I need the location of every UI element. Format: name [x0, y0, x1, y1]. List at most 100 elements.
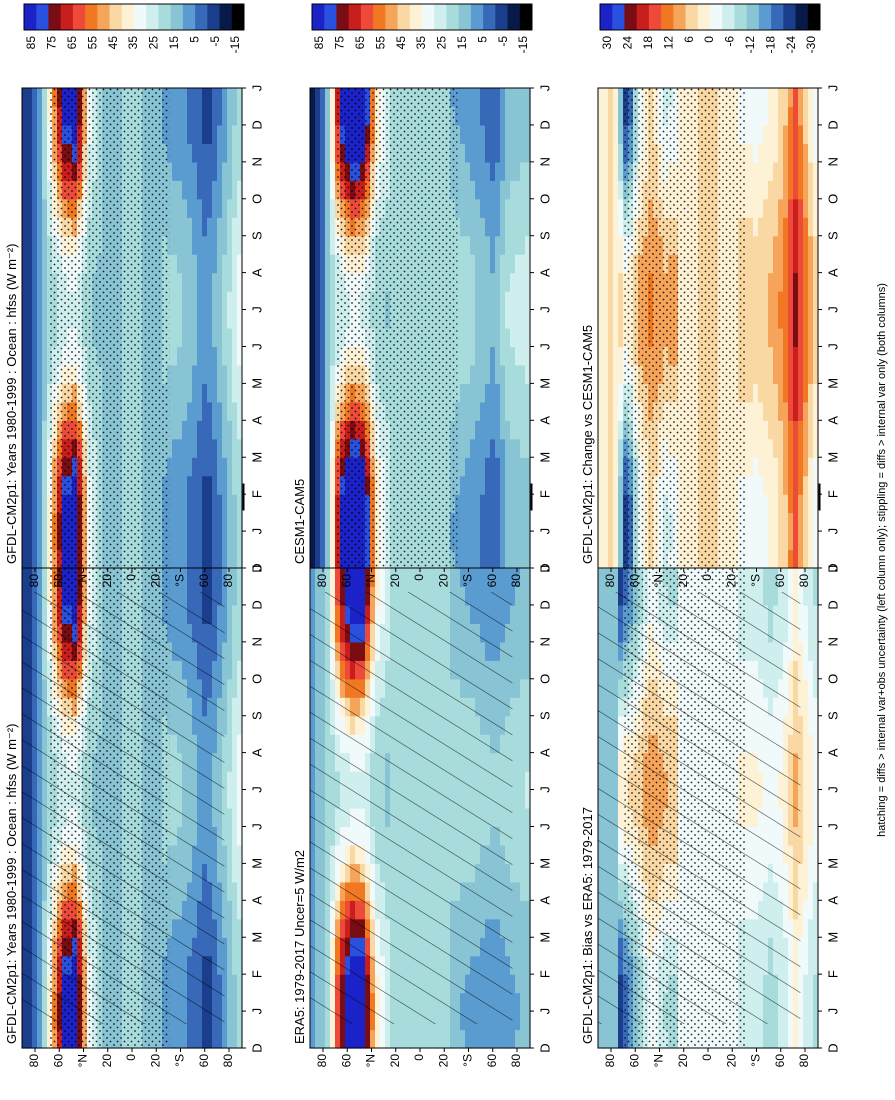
heatmap-cell [42, 217, 48, 237]
heatmap-cell [525, 697, 531, 717]
colorbar-swatch [385, 4, 399, 30]
heatmap-cell [315, 438, 321, 458]
heatmap-cell [227, 992, 233, 1012]
heatmap-cell [525, 586, 531, 606]
heatmap-cell [365, 1029, 371, 1049]
heatmap-cell [37, 254, 43, 274]
heatmap-cell [177, 124, 183, 144]
heatmap-cell [400, 1029, 406, 1049]
heatmap-cell [450, 568, 456, 588]
heatmap-cell [197, 475, 203, 495]
heatmap-cell [182, 1029, 188, 1049]
heatmap-cell [345, 1029, 351, 1049]
heatmap-cell [510, 420, 516, 440]
heatmap-cell [598, 568, 604, 588]
month-tick-label: N [249, 157, 264, 166]
heatmap-cell [510, 974, 516, 994]
heatmap-cell [490, 364, 496, 384]
heatmap-cell [202, 106, 208, 126]
heatmap-cell [505, 198, 511, 218]
lat-tick-label: °N [364, 1054, 378, 1067]
heatmap-cell [510, 586, 516, 606]
heatmap-cell [212, 217, 218, 237]
month-tick-label: O [537, 194, 552, 204]
heatmap-cell [192, 198, 198, 218]
heatmap-cell [515, 826, 521, 846]
heatmap-cell [470, 512, 476, 532]
heatmap-cell [222, 106, 228, 126]
heatmap-cell [325, 364, 331, 384]
heatmap-cell [330, 106, 336, 126]
heatmap-cell [177, 401, 183, 421]
heatmap-cell [495, 161, 501, 181]
heatmap-cell [460, 383, 466, 403]
heatmap-cell [500, 180, 506, 200]
heatmap-cell [490, 401, 496, 421]
heatmap-cell [207, 549, 213, 569]
heatmap-cell [212, 438, 218, 458]
heatmap-cell [187, 88, 193, 108]
heatmap-cell [525, 734, 531, 754]
heatmap-cell [212, 143, 218, 163]
heatmap-cell [470, 568, 476, 588]
month-tick-label: A [249, 416, 264, 425]
heatmap-cell [480, 88, 486, 108]
heatmap-cell [227, 623, 233, 643]
heatmap-cell [177, 1029, 183, 1049]
heatmap-cell [217, 254, 223, 274]
heatmap-cell [470, 180, 476, 200]
heatmap-cell [490, 346, 496, 366]
heatmap-cell [505, 549, 511, 569]
heatmap-cell [515, 161, 521, 181]
heatmap-cell [485, 383, 491, 403]
heatmap-cell [192, 291, 198, 311]
heatmap-cell [495, 1029, 501, 1049]
heatmap-cell [490, 309, 496, 329]
heatmap-cell [485, 512, 491, 532]
heatmap-cell [510, 937, 516, 957]
colorbar-label: 35 [126, 36, 140, 50]
heatmap-cell [515, 383, 521, 403]
colorbar-label: 45 [394, 36, 408, 50]
colorbar-swatch [507, 4, 521, 30]
heatmap-cell [505, 254, 511, 274]
lat-tick-label: 20 [148, 574, 162, 588]
heatmap-cell [207, 531, 213, 551]
heatmap-cell [167, 88, 173, 108]
heatmap-cell [490, 180, 496, 200]
heatmap-cell [470, 383, 476, 403]
heatmap-cell [515, 475, 521, 495]
heatmap-cell [37, 438, 43, 458]
heatmap-cell [232, 568, 238, 588]
heatmap-cell [182, 328, 188, 348]
heatmap-cell [485, 475, 491, 495]
heatmap-cell [320, 198, 326, 218]
colorbar-label: 55 [373, 36, 387, 50]
heatmap-cell [480, 364, 486, 384]
heatmap-cell [480, 254, 486, 274]
heatmap-cell [42, 568, 48, 588]
heatmap-cell [520, 734, 526, 754]
heatmap-cell [520, 328, 526, 348]
heatmap-cell [420, 1029, 426, 1049]
heatmap-cell [380, 1029, 386, 1049]
heatmap-cell [320, 161, 326, 181]
heatmap-cell [475, 88, 481, 108]
heatmap-cell [202, 364, 208, 384]
heatmap-cell [172, 1029, 178, 1049]
heatmap-cell [192, 272, 198, 292]
month-tick-label: A [537, 416, 552, 425]
lat-tick-label: 20 [388, 1054, 402, 1068]
heatmap-cell [325, 143, 331, 163]
heatmap-cell [510, 161, 516, 181]
heatmap-cell [315, 531, 321, 551]
heatmap-cell [237, 863, 243, 883]
heatmap-cell [510, 364, 516, 384]
heatmap-cell [510, 900, 516, 920]
heatmap-cell [222, 346, 228, 366]
heatmap-cell [32, 420, 38, 440]
heatmap-cell [192, 401, 198, 421]
heatmap-cell [525, 715, 531, 735]
heatmap-cell [172, 475, 178, 495]
heatmap-cell [227, 438, 233, 458]
